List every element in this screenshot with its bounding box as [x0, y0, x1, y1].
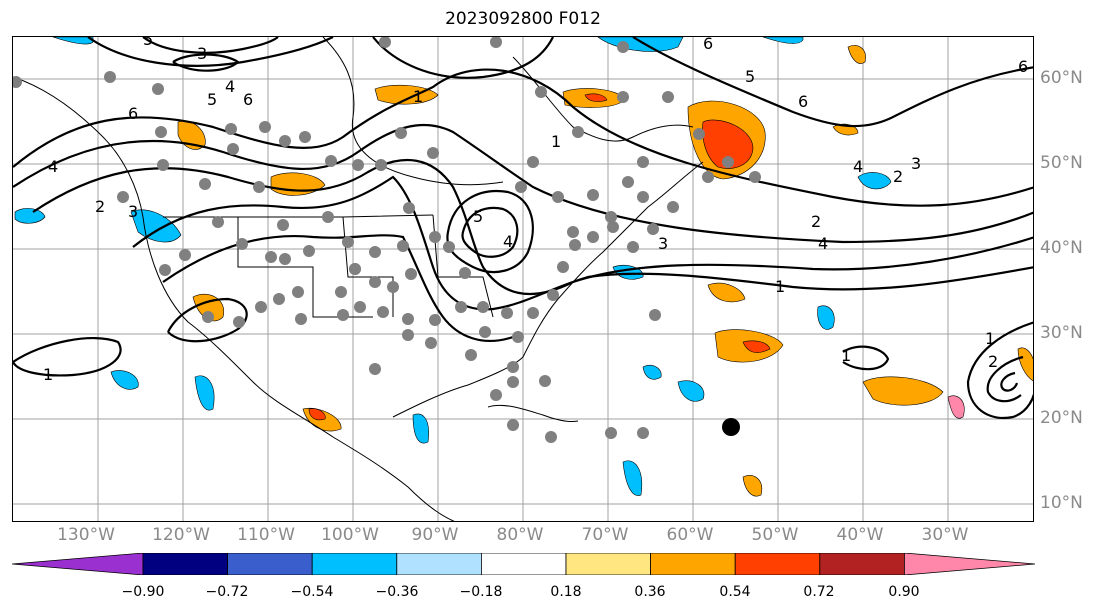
contour-label: 3	[128, 202, 138, 221]
contour-label: 5	[143, 37, 153, 49]
contour-label: 1	[43, 365, 53, 384]
contour-label: 2	[95, 197, 105, 216]
lon-label: 50°W	[751, 525, 799, 545]
contour-label: 1	[841, 346, 851, 365]
contour-label: 6	[798, 92, 808, 111]
contour-label: 6	[703, 37, 713, 53]
contour-label: 2	[893, 167, 903, 186]
colorbar-tick-label: −0.54	[290, 584, 334, 600]
contour-label: 6	[1018, 57, 1028, 76]
contour-label: 4	[48, 157, 58, 176]
lat-label: 60°N	[1040, 68, 1083, 88]
colorbar-segment	[480, 553, 567, 575]
map-panel: 3 5 4 6 6 5 1 1 4 2 3 5 4 3 1 2 4 4 2 3 …	[12, 36, 1034, 522]
lat-label: 20°N	[1040, 408, 1083, 428]
contour-label: 4	[818, 234, 828, 253]
contour-value-labels: 3 5 4 6 6 5 1 1 4 2 3 5 4 3 1 2 4 4 2 3 …	[43, 37, 1028, 384]
lon-label: 100°W	[321, 525, 379, 545]
contour-label: 4	[503, 232, 513, 251]
shaded-anomalies	[14, 37, 1033, 497]
lon-label: 90°W	[411, 525, 459, 545]
contour-label: 4	[225, 77, 235, 96]
lon-label: 130°W	[57, 525, 115, 545]
colorbar-segment	[650, 553, 736, 575]
contour-label: 2	[811, 212, 821, 231]
lon-label: 60°W	[666, 525, 714, 545]
graticule	[13, 37, 1033, 521]
colorbar-tick-label: −0.36	[375, 584, 419, 600]
colorbar-segment	[565, 553, 651, 575]
colorbar-tick-label: −0.72	[205, 584, 249, 600]
lon-label: 120°W	[152, 525, 210, 545]
contour-label: 3	[911, 154, 921, 173]
lon-label: 70°W	[581, 525, 629, 545]
colorbar-tick-label: 0.18	[550, 584, 582, 600]
contour-label: 3	[658, 234, 668, 253]
lon-label: 40°W	[836, 525, 884, 545]
weather-map: 3 5 4 6 6 5 1 1 4 2 3 5 4 3 1 2 4 4 2 3 …	[13, 37, 1033, 521]
contour-label: 3	[197, 44, 207, 63]
contour-label: 5	[473, 207, 483, 226]
contour-label: 5	[745, 67, 755, 86]
colorbar-tick-label: 0.36	[634, 584, 666, 600]
lat-label: 50°N	[1040, 153, 1083, 173]
lat-label: 40°N	[1040, 238, 1083, 258]
contour-label: 1	[985, 329, 995, 348]
lon-label: 80°W	[496, 525, 544, 545]
storm-center-marker	[722, 418, 740, 436]
coastlines	[13, 37, 704, 521]
colorbar-segment	[819, 553, 905, 575]
colorbar-tick-label: −0.18	[459, 584, 503, 600]
contour-label: 1	[775, 277, 785, 296]
colorbar-segment	[142, 553, 228, 575]
contour-label: 6	[243, 90, 253, 109]
station-markers	[13, 37, 761, 443]
contour-label: 2	[988, 352, 998, 371]
colorbar	[12, 553, 1036, 575]
colorbar-tick-label: 0.90	[888, 584, 920, 600]
colorbar-segment	[734, 553, 821, 575]
contour-label: 5	[207, 90, 217, 109]
lat-label: 10°N	[1040, 493, 1083, 513]
colorbar-tick-label: 0.54	[719, 584, 751, 600]
contour-label: 4	[853, 157, 863, 176]
contour-label: 1	[551, 132, 561, 151]
colorbar-tick-label: −0.90	[121, 584, 165, 600]
colorbar-extend-low	[12, 553, 144, 575]
lat-label: 30°N	[1040, 323, 1083, 343]
colorbar-extend-high	[904, 553, 1036, 575]
colorbar-segment	[227, 553, 313, 575]
colorbar-segment	[396, 553, 482, 575]
contour-label: 1	[413, 87, 423, 106]
lon-label: 30°W	[921, 525, 969, 545]
map-title: 2023092800 F012	[445, 9, 601, 29]
colorbar-segment	[311, 553, 398, 575]
contour-label: 6	[128, 104, 138, 123]
colorbar-tick-label: 0.72	[803, 584, 835, 600]
lon-label: 110°W	[237, 525, 295, 545]
